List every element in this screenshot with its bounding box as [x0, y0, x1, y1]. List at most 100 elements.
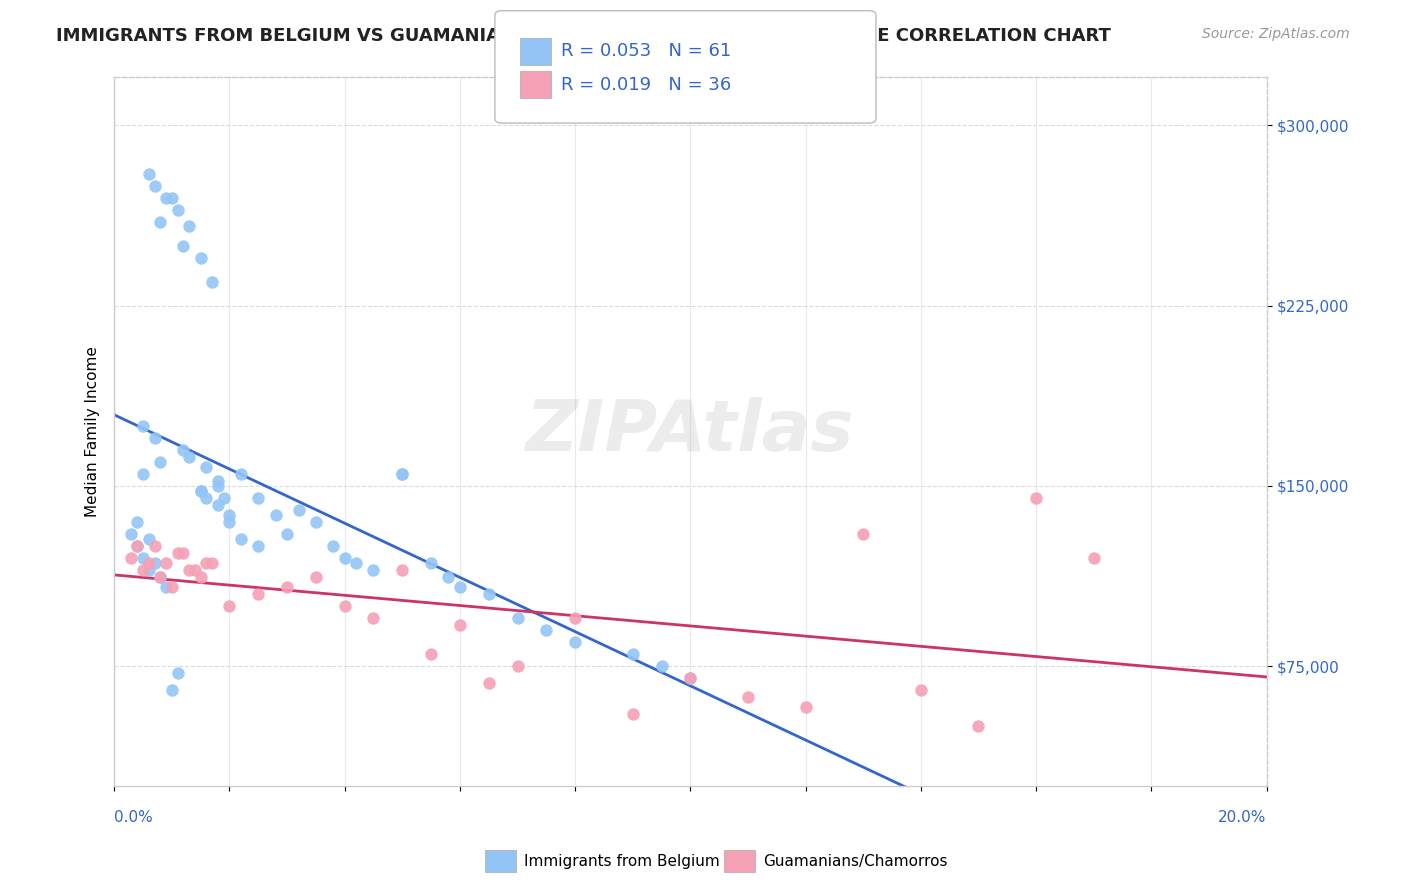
- Point: [449, 580, 471, 594]
- Point: [910, 683, 932, 698]
- Point: [177, 563, 200, 577]
- Point: [132, 418, 155, 433]
- Point: [190, 251, 212, 265]
- Text: IMMIGRANTS FROM BELGIUM VS GUAMANIAN/CHAMORRO MEDIAN FAMILY INCOME CORRELATION C: IMMIGRANTS FROM BELGIUM VS GUAMANIAN/CHA…: [56, 27, 1111, 45]
- Point: [287, 503, 309, 517]
- Point: [143, 539, 166, 553]
- Text: R = 0.053   N = 61: R = 0.053 N = 61: [561, 42, 731, 60]
- Point: [229, 532, 252, 546]
- Point: [1083, 550, 1105, 565]
- Point: [852, 527, 875, 541]
- Point: [420, 647, 443, 661]
- Point: [172, 442, 194, 457]
- Point: [155, 580, 177, 594]
- Point: [195, 556, 218, 570]
- Point: [138, 563, 160, 577]
- Point: [121, 550, 143, 565]
- Point: [564, 635, 586, 649]
- Point: [651, 659, 673, 673]
- Point: [155, 190, 177, 204]
- Point: [149, 570, 172, 584]
- Point: [143, 556, 166, 570]
- Point: [506, 659, 529, 673]
- Point: [391, 467, 413, 481]
- Point: [201, 556, 224, 570]
- Point: [212, 491, 235, 505]
- Point: [138, 556, 160, 570]
- Point: [127, 539, 149, 553]
- Point: [207, 474, 229, 488]
- Point: [737, 690, 759, 705]
- Point: [247, 539, 270, 553]
- Point: [138, 532, 160, 546]
- Point: [536, 623, 558, 637]
- Point: [172, 238, 194, 252]
- Point: [190, 570, 212, 584]
- Point: [149, 214, 172, 228]
- Text: 20.0%: 20.0%: [1218, 810, 1267, 824]
- Point: [127, 539, 149, 553]
- Point: [305, 515, 328, 529]
- Point: [127, 515, 149, 529]
- Point: [177, 219, 200, 234]
- Point: [276, 527, 298, 541]
- Point: [305, 570, 328, 584]
- Point: [420, 556, 443, 570]
- Point: [363, 563, 385, 577]
- Point: [190, 483, 212, 498]
- Point: [177, 450, 200, 464]
- Point: [143, 178, 166, 193]
- Point: [160, 580, 183, 594]
- Text: R = 0.019   N = 36: R = 0.019 N = 36: [561, 76, 731, 94]
- Point: [218, 599, 240, 613]
- Text: Immigrants from Belgium: Immigrants from Belgium: [524, 855, 720, 869]
- Text: ZIPAtlas: ZIPAtlas: [526, 397, 855, 467]
- Point: [143, 431, 166, 445]
- Point: [264, 508, 287, 522]
- Point: [155, 556, 177, 570]
- Point: [478, 587, 501, 601]
- Text: Guamanians/Chamorros: Guamanians/Chamorros: [763, 855, 948, 869]
- Point: [160, 683, 183, 698]
- Text: 0.0%: 0.0%: [114, 810, 153, 824]
- Point: [333, 550, 356, 565]
- Point: [166, 666, 188, 681]
- Point: [166, 546, 188, 560]
- Point: [564, 611, 586, 625]
- Point: [138, 167, 160, 181]
- Point: [506, 611, 529, 625]
- Point: [149, 570, 172, 584]
- Point: [276, 580, 298, 594]
- Point: [121, 527, 143, 541]
- Point: [207, 479, 229, 493]
- Point: [363, 611, 385, 625]
- Point: [794, 699, 817, 714]
- Point: [166, 202, 188, 217]
- Point: [207, 498, 229, 512]
- Point: [247, 491, 270, 505]
- Point: [449, 618, 471, 632]
- Point: [967, 719, 990, 733]
- Point: [132, 550, 155, 565]
- Point: [333, 599, 356, 613]
- Y-axis label: Median Family Income: Median Family Income: [86, 346, 100, 517]
- Point: [132, 563, 155, 577]
- Point: [344, 556, 367, 570]
- Point: [195, 491, 218, 505]
- Point: [478, 676, 501, 690]
- Point: [679, 671, 702, 685]
- Text: Source: ZipAtlas.com: Source: ZipAtlas.com: [1202, 27, 1350, 41]
- Point: [132, 467, 155, 481]
- Point: [247, 587, 270, 601]
- Point: [621, 647, 644, 661]
- Point: [160, 190, 183, 204]
- Point: [1025, 491, 1047, 505]
- Point: [149, 455, 172, 469]
- Point: [322, 539, 344, 553]
- Point: [201, 275, 224, 289]
- Point: [391, 467, 413, 481]
- Point: [218, 515, 240, 529]
- Point: [679, 671, 702, 685]
- Point: [172, 546, 194, 560]
- Point: [184, 563, 207, 577]
